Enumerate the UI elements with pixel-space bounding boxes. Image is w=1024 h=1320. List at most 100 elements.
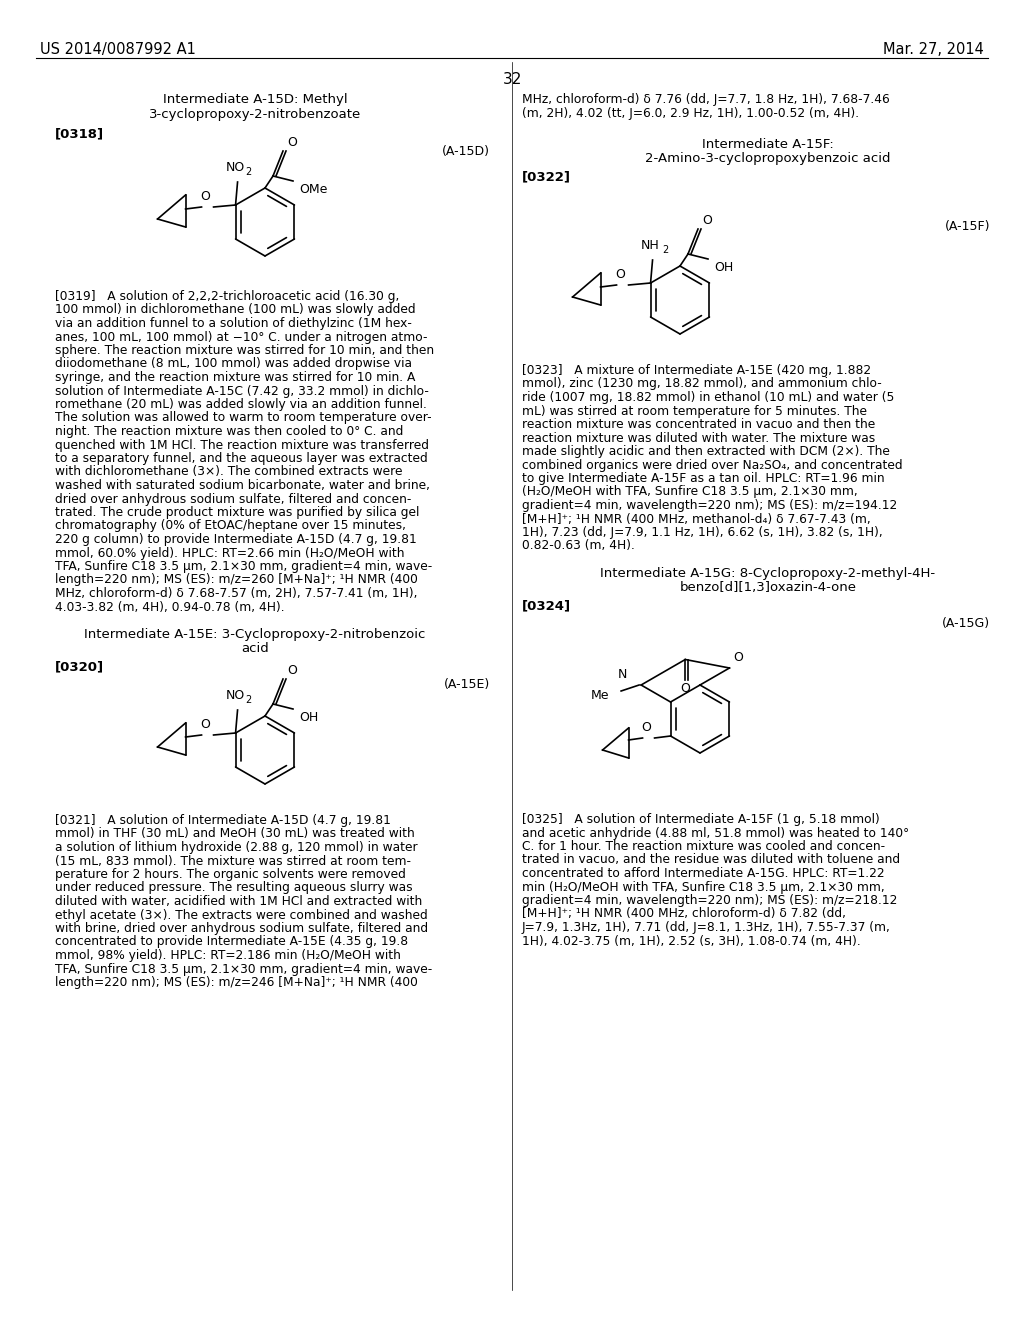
- Text: O: O: [680, 682, 690, 696]
- Text: (A-15E): (A-15E): [443, 678, 490, 690]
- Text: US 2014/0087992 A1: US 2014/0087992 A1: [40, 42, 196, 57]
- Text: concentrated to provide Intermediate A-15E (4.35 g, 19.8: concentrated to provide Intermediate A-1…: [55, 936, 409, 949]
- Text: [0319]   A solution of 2,2,2-trichloroacetic acid (16.30 g,: [0319] A solution of 2,2,2-trichloroacet…: [55, 290, 399, 304]
- Text: chromatography (0% of EtOAC/heptane over 15 minutes,: chromatography (0% of EtOAC/heptane over…: [55, 520, 406, 532]
- Text: 2: 2: [246, 696, 252, 705]
- Text: quenched with 1M HCl. The reaction mixture was transferred: quenched with 1M HCl. The reaction mixtu…: [55, 438, 429, 451]
- Text: (A-15D): (A-15D): [442, 145, 490, 158]
- Text: night. The reaction mixture was then cooled to 0° C. and: night. The reaction mixture was then coo…: [55, 425, 403, 438]
- Text: [0325]   A solution of Intermediate A-15F (1 g, 5.18 mmol): [0325] A solution of Intermediate A-15F …: [522, 813, 880, 826]
- Text: with dichloromethane (3×). The combined extracts were: with dichloromethane (3×). The combined …: [55, 466, 402, 479]
- Text: with brine, dried over anhydrous sodium sulfate, filtered and: with brine, dried over anhydrous sodium …: [55, 921, 428, 935]
- Text: solution of Intermediate A-15C (7.42 g, 33.2 mmol) in dichlo-: solution of Intermediate A-15C (7.42 g, …: [55, 384, 429, 397]
- Text: N: N: [617, 668, 627, 681]
- Text: reaction mixture was concentrated in vacuo and then the: reaction mixture was concentrated in vac…: [522, 418, 876, 432]
- Text: O: O: [287, 136, 297, 149]
- Text: concentrated to afford Intermediate A-15G. HPLC: RT=1.22: concentrated to afford Intermediate A-15…: [522, 867, 885, 880]
- Text: Intermediate A-15E: 3-Cyclopropoxy-2-nitrobenzoic: Intermediate A-15E: 3-Cyclopropoxy-2-nit…: [84, 628, 426, 642]
- Text: [0320]: [0320]: [55, 660, 104, 673]
- Text: 2-Amino-3-cyclopropoxybenzoic acid: 2-Amino-3-cyclopropoxybenzoic acid: [645, 152, 891, 165]
- Text: ride (1007 mg, 18.82 mmol) in ethanol (10 mL) and water (5: ride (1007 mg, 18.82 mmol) in ethanol (1…: [522, 391, 894, 404]
- Text: O: O: [201, 718, 211, 731]
- Text: and acetic anhydride (4.88 ml, 51.8 mmol) was heated to 140°: and acetic anhydride (4.88 ml, 51.8 mmol…: [522, 826, 909, 840]
- Text: 0.82-0.63 (m, 4H).: 0.82-0.63 (m, 4H).: [522, 540, 635, 553]
- Text: Intermediate A-15G: 8-Cyclopropoxy-2-methyl-4H-: Intermediate A-15G: 8-Cyclopropoxy-2-met…: [600, 568, 936, 579]
- Text: [0324]: [0324]: [522, 599, 571, 612]
- Text: a solution of lithium hydroxide (2.88 g, 120 mmol) in water: a solution of lithium hydroxide (2.88 g,…: [55, 841, 418, 854]
- Text: washed with saturated sodium bicarbonate, water and brine,: washed with saturated sodium bicarbonate…: [55, 479, 430, 492]
- Text: MHz, chloroform-d) δ 7.76 (dd, J=7.7, 1.8 Hz, 1H), 7.68-7.46: MHz, chloroform-d) δ 7.76 (dd, J=7.7, 1.…: [522, 92, 890, 106]
- Text: via an addition funnel to a solution of diethylzinc (1M hex-: via an addition funnel to a solution of …: [55, 317, 412, 330]
- Text: romethane (20 mL) was added slowly via an addition funnel.: romethane (20 mL) was added slowly via a…: [55, 399, 427, 411]
- Text: C. for 1 hour. The reaction mixture was cooled and concen-: C. for 1 hour. The reaction mixture was …: [522, 840, 885, 853]
- Text: O: O: [642, 721, 651, 734]
- Text: OMe: OMe: [299, 183, 328, 195]
- Text: gradient=4 min, wavelength=220 nm); MS (ES): m/z=194.12: gradient=4 min, wavelength=220 nm); MS (…: [522, 499, 897, 512]
- Text: benzo[d][1,3]oxazin-4-one: benzo[d][1,3]oxazin-4-one: [680, 581, 856, 594]
- Text: (H₂O/MeOH with TFA, Sunfire C18 3.5 μm, 2.1×30 mm,: (H₂O/MeOH with TFA, Sunfire C18 3.5 μm, …: [522, 486, 858, 499]
- Text: under reduced pressure. The resulting aqueous slurry was: under reduced pressure. The resulting aq…: [55, 882, 413, 895]
- Text: anes, 100 mL, 100 mmol) at −10° C. under a nitrogen atmo-: anes, 100 mL, 100 mmol) at −10° C. under…: [55, 330, 427, 343]
- Text: (A-15F): (A-15F): [944, 220, 990, 234]
- Text: O: O: [287, 664, 297, 677]
- Text: combined organics were dried over Na₂SO₄, and concentrated: combined organics were dried over Na₂SO₄…: [522, 458, 902, 471]
- Text: O: O: [615, 268, 626, 281]
- Text: reaction mixture was diluted with water. The mixture was: reaction mixture was diluted with water.…: [522, 432, 876, 445]
- Text: 1H), 4.02-3.75 (m, 1H), 2.52 (s, 3H), 1.08-0.74 (m, 4H).: 1H), 4.02-3.75 (m, 1H), 2.52 (s, 3H), 1.…: [522, 935, 861, 948]
- Text: OH: OH: [299, 711, 318, 723]
- Text: MHz, chloroform-d) δ 7.68-7.57 (m, 2H), 7.57-7.41 (m, 1H),: MHz, chloroform-d) δ 7.68-7.57 (m, 2H), …: [55, 587, 418, 601]
- Text: [0322]: [0322]: [522, 170, 571, 183]
- Text: trated. The crude product mixture was purified by silica gel: trated. The crude product mixture was pu…: [55, 506, 420, 519]
- Text: ethyl acetate (3×). The extracts were combined and washed: ethyl acetate (3×). The extracts were co…: [55, 908, 428, 921]
- Text: NH: NH: [641, 239, 659, 252]
- Text: 2: 2: [663, 246, 669, 255]
- Text: mmol) in THF (30 mL) and MeOH (30 mL) was treated with: mmol) in THF (30 mL) and MeOH (30 mL) wa…: [55, 828, 415, 841]
- Text: (A-15G): (A-15G): [942, 616, 990, 630]
- Text: 1H), 7.23 (dd, J=7.9, 1.1 Hz, 1H), 6.62 (s, 1H), 3.82 (s, 1H),: 1H), 7.23 (dd, J=7.9, 1.1 Hz, 1H), 6.62 …: [522, 525, 883, 539]
- Text: [M+H]⁺; ¹H NMR (400 MHz, chloroform-d) δ 7.82 (dd,: [M+H]⁺; ¹H NMR (400 MHz, chloroform-d) δ…: [522, 908, 846, 920]
- Text: syringe, and the reaction mixture was stirred for 10 min. A: syringe, and the reaction mixture was st…: [55, 371, 416, 384]
- Text: made slightly acidic and then extracted with DCM (2×). The: made slightly acidic and then extracted …: [522, 445, 890, 458]
- Text: to a separatory funnel, and the aqueous layer was extracted: to a separatory funnel, and the aqueous …: [55, 451, 428, 465]
- Text: TFA, Sunfire C18 3.5 μm, 2.1×30 mm, gradient=4 min, wave-: TFA, Sunfire C18 3.5 μm, 2.1×30 mm, grad…: [55, 560, 432, 573]
- Text: O: O: [702, 214, 712, 227]
- Text: TFA, Sunfire C18 3.5 μm, 2.1×30 mm, gradient=4 min, wave-: TFA, Sunfire C18 3.5 μm, 2.1×30 mm, grad…: [55, 962, 432, 975]
- Text: NO: NO: [225, 689, 245, 702]
- Text: 32: 32: [503, 73, 521, 87]
- Text: 100 mmol) in dichloromethane (100 mL) was slowly added: 100 mmol) in dichloromethane (100 mL) wa…: [55, 304, 416, 317]
- Text: sphere. The reaction mixture was stirred for 10 min, and then: sphere. The reaction mixture was stirred…: [55, 345, 434, 356]
- Text: mmol), zinc (1230 mg, 18.82 mmol), and ammonium chlo-: mmol), zinc (1230 mg, 18.82 mmol), and a…: [522, 378, 882, 391]
- Text: diiodomethane (8 mL, 100 mmol) was added dropwise via: diiodomethane (8 mL, 100 mmol) was added…: [55, 358, 412, 371]
- Text: trated in vacuo, and the residue was diluted with toluene and: trated in vacuo, and the residue was dil…: [522, 854, 900, 866]
- Text: length=220 nm); MS (ES): m/z=246 [M+Na]⁺; ¹H NMR (400: length=220 nm); MS (ES): m/z=246 [M+Na]⁺…: [55, 975, 418, 989]
- Text: mmol, 60.0% yield). HPLC: RT=2.66 min (H₂O/MeOH with: mmol, 60.0% yield). HPLC: RT=2.66 min (H…: [55, 546, 404, 560]
- Text: The solution was allowed to warm to room temperature over-: The solution was allowed to warm to room…: [55, 412, 432, 425]
- Text: (15 mL, 833 mmol). The mixture was stirred at room tem-: (15 mL, 833 mmol). The mixture was stirr…: [55, 854, 411, 867]
- Text: Intermediate A-15F:: Intermediate A-15F:: [702, 139, 834, 150]
- Text: perature for 2 hours. The organic solvents were removed: perature for 2 hours. The organic solven…: [55, 869, 406, 880]
- Text: 2: 2: [246, 168, 252, 177]
- Text: [M+H]⁺; ¹H NMR (400 MHz, methanol-d₄) δ 7.67-7.43 (m,: [M+H]⁺; ¹H NMR (400 MHz, methanol-d₄) δ …: [522, 512, 870, 525]
- Text: O: O: [733, 651, 743, 664]
- Text: 3-cyclopropoxy-2-nitrobenzoate: 3-cyclopropoxy-2-nitrobenzoate: [148, 108, 361, 121]
- Text: (m, 2H), 4.02 (tt, J=6.0, 2.9 Hz, 1H), 1.00-0.52 (m, 4H).: (m, 2H), 4.02 (tt, J=6.0, 2.9 Hz, 1H), 1…: [522, 107, 859, 120]
- Text: [0323]   A mixture of Intermediate A-15E (420 mg, 1.882: [0323] A mixture of Intermediate A-15E (…: [522, 364, 871, 378]
- Text: to give Intermediate A-15F as a tan oil. HPLC: RT=1.96 min: to give Intermediate A-15F as a tan oil.…: [522, 473, 885, 484]
- Text: dried over anhydrous sodium sulfate, filtered and concen-: dried over anhydrous sodium sulfate, fil…: [55, 492, 412, 506]
- Text: Intermediate A-15D: Methyl: Intermediate A-15D: Methyl: [163, 92, 347, 106]
- Text: Mar. 27, 2014: Mar. 27, 2014: [883, 42, 984, 57]
- Text: mmol, 98% yield). HPLC: RT=2.186 min (H₂O/MeOH with: mmol, 98% yield). HPLC: RT=2.186 min (H₂…: [55, 949, 400, 962]
- Text: Me: Me: [591, 689, 609, 702]
- Text: gradient=4 min, wavelength=220 nm); MS (ES): m/z=218.12: gradient=4 min, wavelength=220 nm); MS (…: [522, 894, 897, 907]
- Text: OH: OH: [714, 261, 733, 275]
- Text: O: O: [201, 190, 211, 203]
- Text: [0321]   A solution of Intermediate A-15D (4.7 g, 19.81: [0321] A solution of Intermediate A-15D …: [55, 814, 391, 828]
- Text: acid: acid: [241, 642, 269, 655]
- Text: diluted with water, acidified with 1M HCl and extracted with: diluted with water, acidified with 1M HC…: [55, 895, 422, 908]
- Text: [0318]: [0318]: [55, 127, 104, 140]
- Text: length=220 nm); MS (ES): m/z=260 [M+Na]⁺; ¹H NMR (400: length=220 nm); MS (ES): m/z=260 [M+Na]⁺…: [55, 573, 418, 586]
- Text: 4.03-3.82 (m, 4H), 0.94-0.78 (m, 4H).: 4.03-3.82 (m, 4H), 0.94-0.78 (m, 4H).: [55, 601, 285, 614]
- Text: min (H₂O/MeOH with TFA, Sunfire C18 3.5 μm, 2.1×30 mm,: min (H₂O/MeOH with TFA, Sunfire C18 3.5 …: [522, 880, 885, 894]
- Text: J=7.9, 1.3Hz, 1H), 7.71 (dd, J=8.1, 1.3Hz, 1H), 7.55-7.37 (m,: J=7.9, 1.3Hz, 1H), 7.71 (dd, J=8.1, 1.3H…: [522, 921, 891, 935]
- Text: 220 g column) to provide Intermediate A-15D (4.7 g, 19.81: 220 g column) to provide Intermediate A-…: [55, 533, 417, 546]
